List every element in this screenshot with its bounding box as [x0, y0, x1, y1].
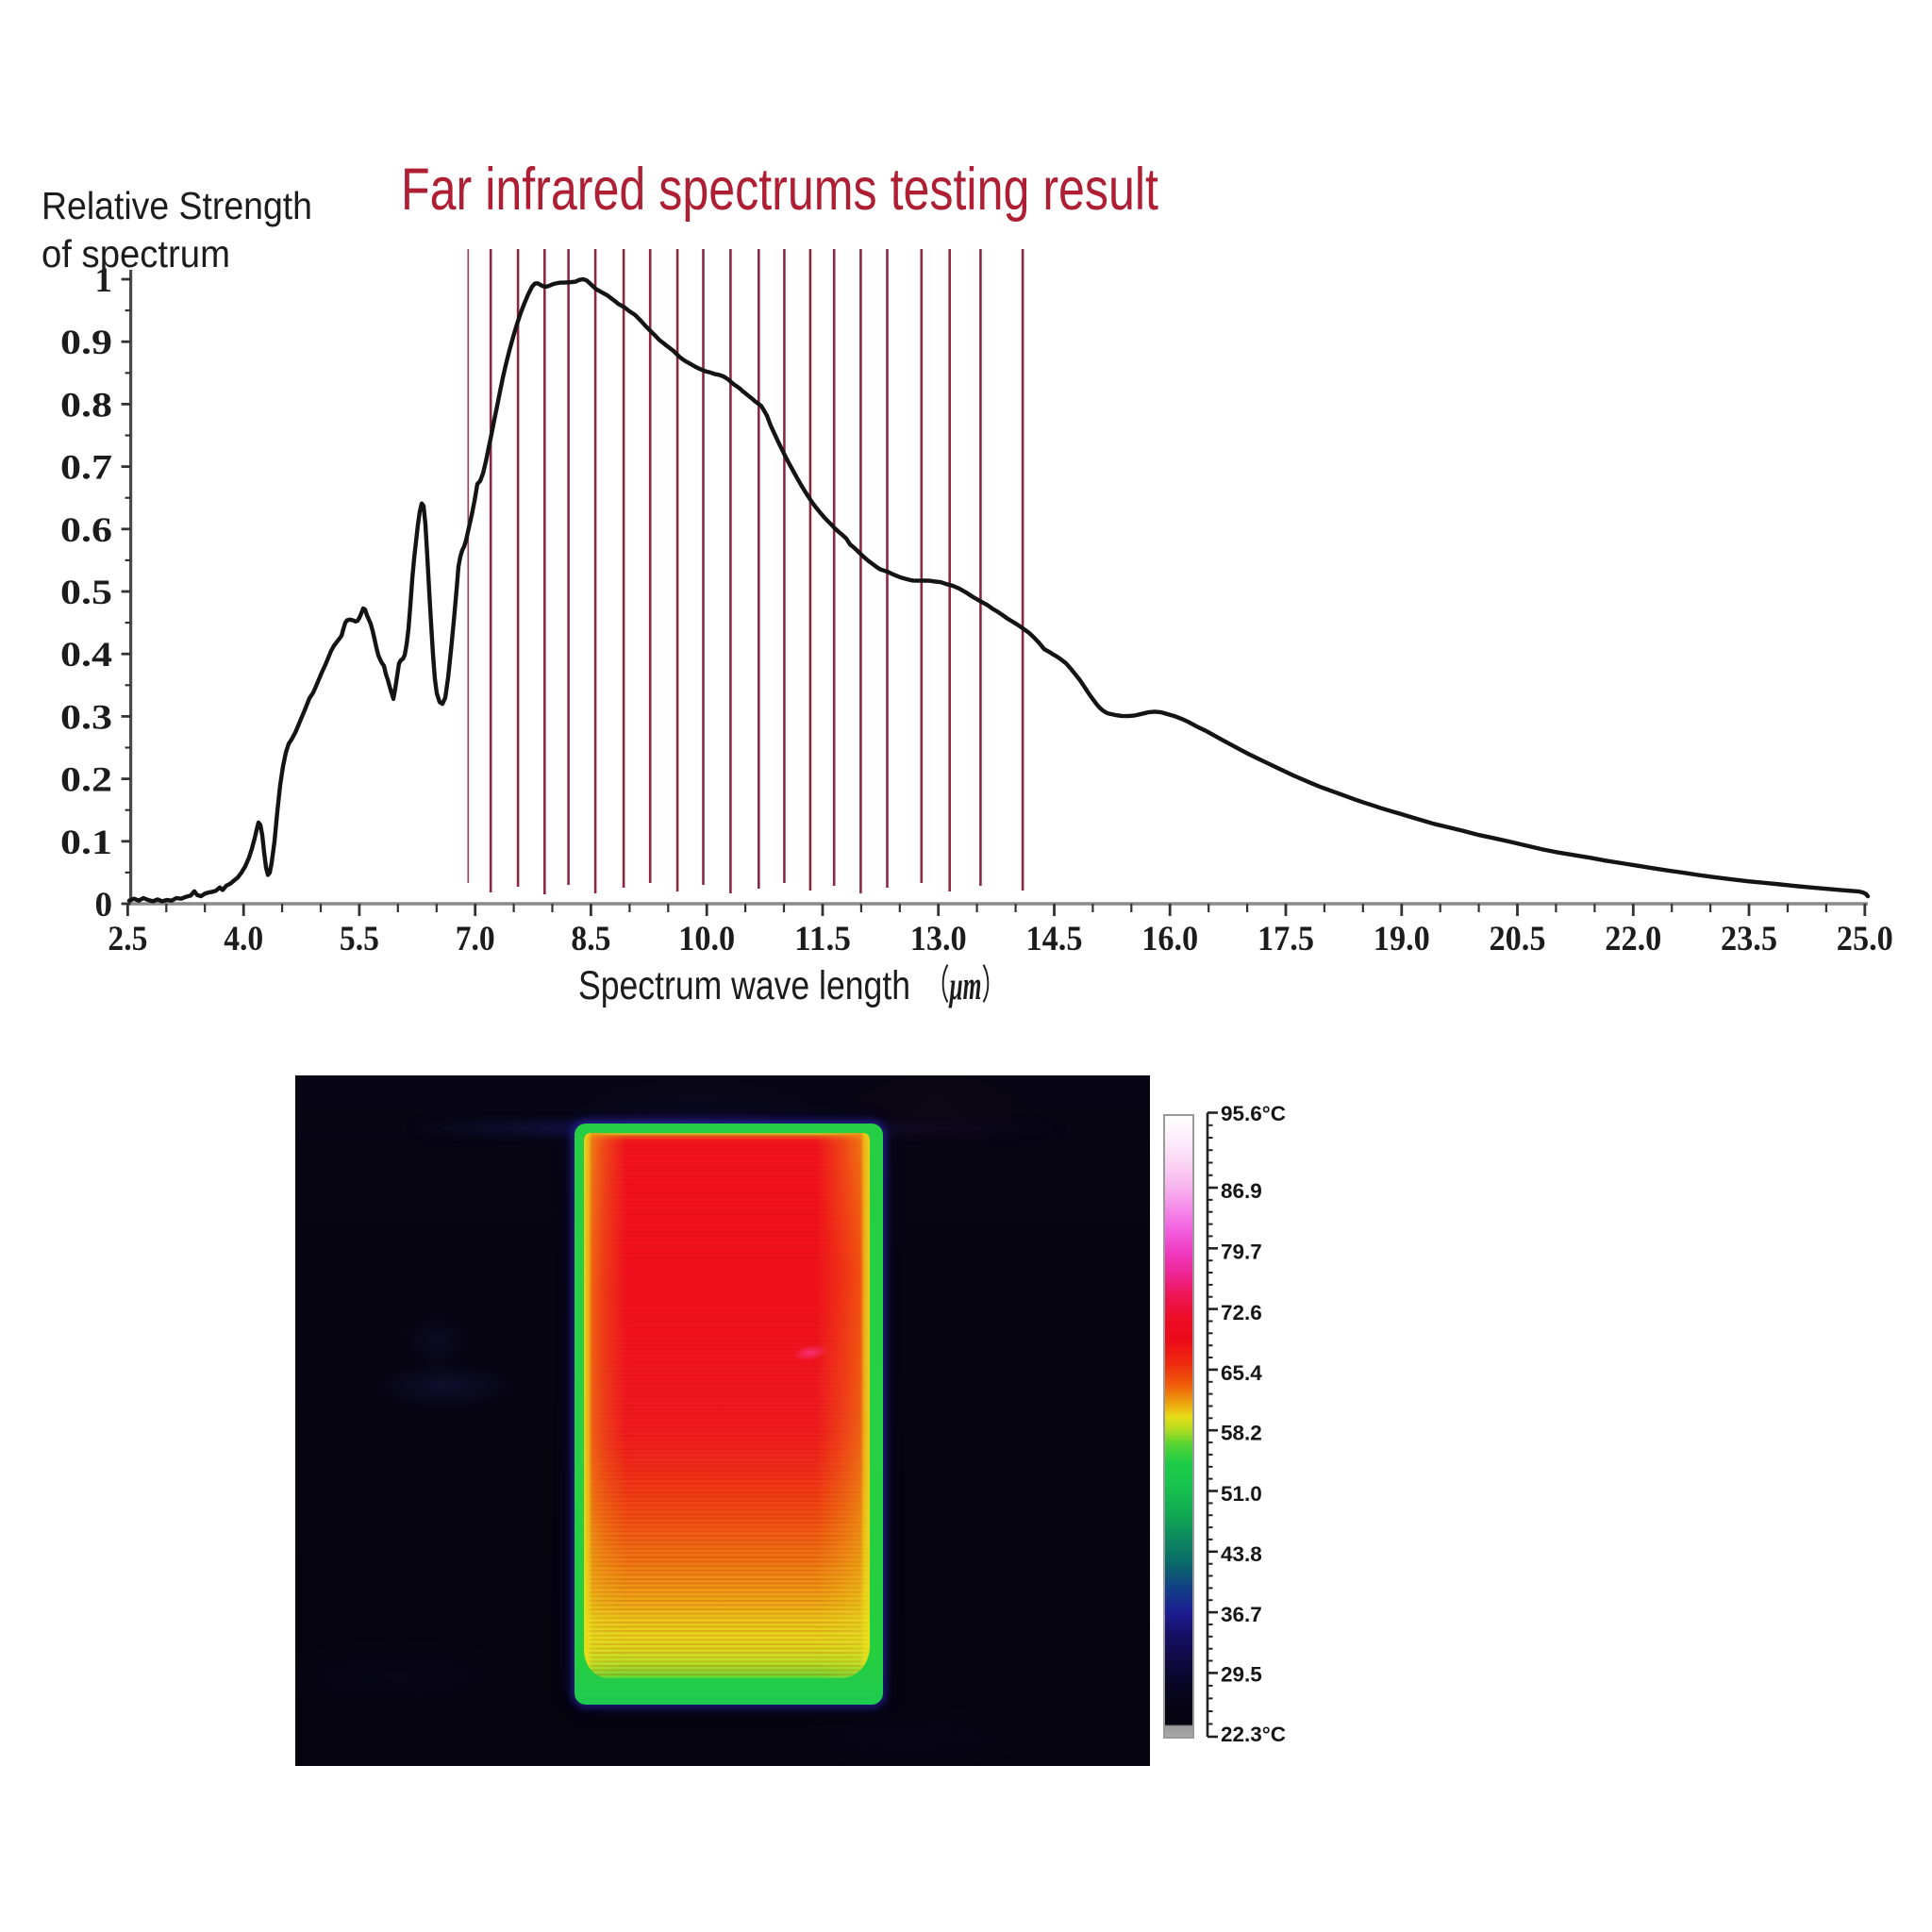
- svg-text:17.5: 17.5: [1257, 920, 1314, 958]
- svg-text:0.5: 0.5: [60, 574, 112, 612]
- svg-text:20.5: 20.5: [1490, 920, 1546, 958]
- svg-text:Relative Strength: Relative Strength: [42, 184, 312, 227]
- svg-text:19.0: 19.0: [1374, 920, 1430, 958]
- svg-text:58.2: 58.2: [1221, 1422, 1262, 1445]
- svg-text:22.3°C: 22.3°C: [1221, 1723, 1286, 1746]
- svg-text:36.7: 36.7: [1221, 1603, 1262, 1626]
- svg-text:25.0: 25.0: [1837, 920, 1893, 958]
- svg-text:0.8: 0.8: [60, 386, 112, 425]
- svg-text:Spectrum wave length: Spectrum wave length: [578, 963, 910, 1008]
- svg-text:23.5: 23.5: [1721, 920, 1777, 958]
- svg-text:0.6: 0.6: [60, 511, 112, 550]
- svg-text:72.6: 72.6: [1221, 1301, 1262, 1324]
- svg-text:43.8: 43.8: [1221, 1542, 1262, 1566]
- svg-text:0: 0: [95, 886, 113, 924]
- svg-text:10.0: 10.0: [678, 920, 735, 958]
- svg-text:65.4: 65.4: [1221, 1361, 1262, 1385]
- svg-text:0.2: 0.2: [60, 761, 112, 800]
- svg-text:of spectrum: of spectrum: [42, 232, 230, 275]
- svg-text:1: 1: [95, 261, 113, 300]
- svg-text:0.9: 0.9: [60, 324, 112, 362]
- svg-text:8.5: 8.5: [571, 920, 610, 958]
- svg-text:29.5: 29.5: [1221, 1663, 1262, 1687]
- svg-text:0.1: 0.1: [60, 824, 112, 862]
- svg-text:79.7: 79.7: [1221, 1241, 1262, 1264]
- svg-text:（μm）: （μm）: [925, 964, 1006, 1008]
- svg-text:0.4: 0.4: [60, 636, 112, 675]
- svg-text:13.0: 13.0: [910, 920, 967, 958]
- svg-text:4.0: 4.0: [224, 920, 263, 958]
- svg-text:95.6°C: 95.6°C: [1221, 1102, 1286, 1125]
- svg-text:86.9: 86.9: [1221, 1179, 1262, 1203]
- svg-text:22.0: 22.0: [1605, 920, 1661, 958]
- svg-text:Far infrared spectrums testing: Far infrared spectrums testing result: [401, 157, 1158, 223]
- svg-text:0.3: 0.3: [60, 698, 112, 737]
- svg-text:0.7: 0.7: [60, 449, 112, 488]
- svg-text:2.5: 2.5: [108, 920, 147, 958]
- svg-text:14.5: 14.5: [1026, 920, 1083, 958]
- svg-text:5.5: 5.5: [340, 920, 379, 958]
- svg-text:51.0: 51.0: [1221, 1482, 1262, 1506]
- svg-text:7.0: 7.0: [456, 920, 495, 958]
- svg-text:11.5: 11.5: [794, 920, 851, 958]
- svg-text:16.0: 16.0: [1141, 920, 1198, 958]
